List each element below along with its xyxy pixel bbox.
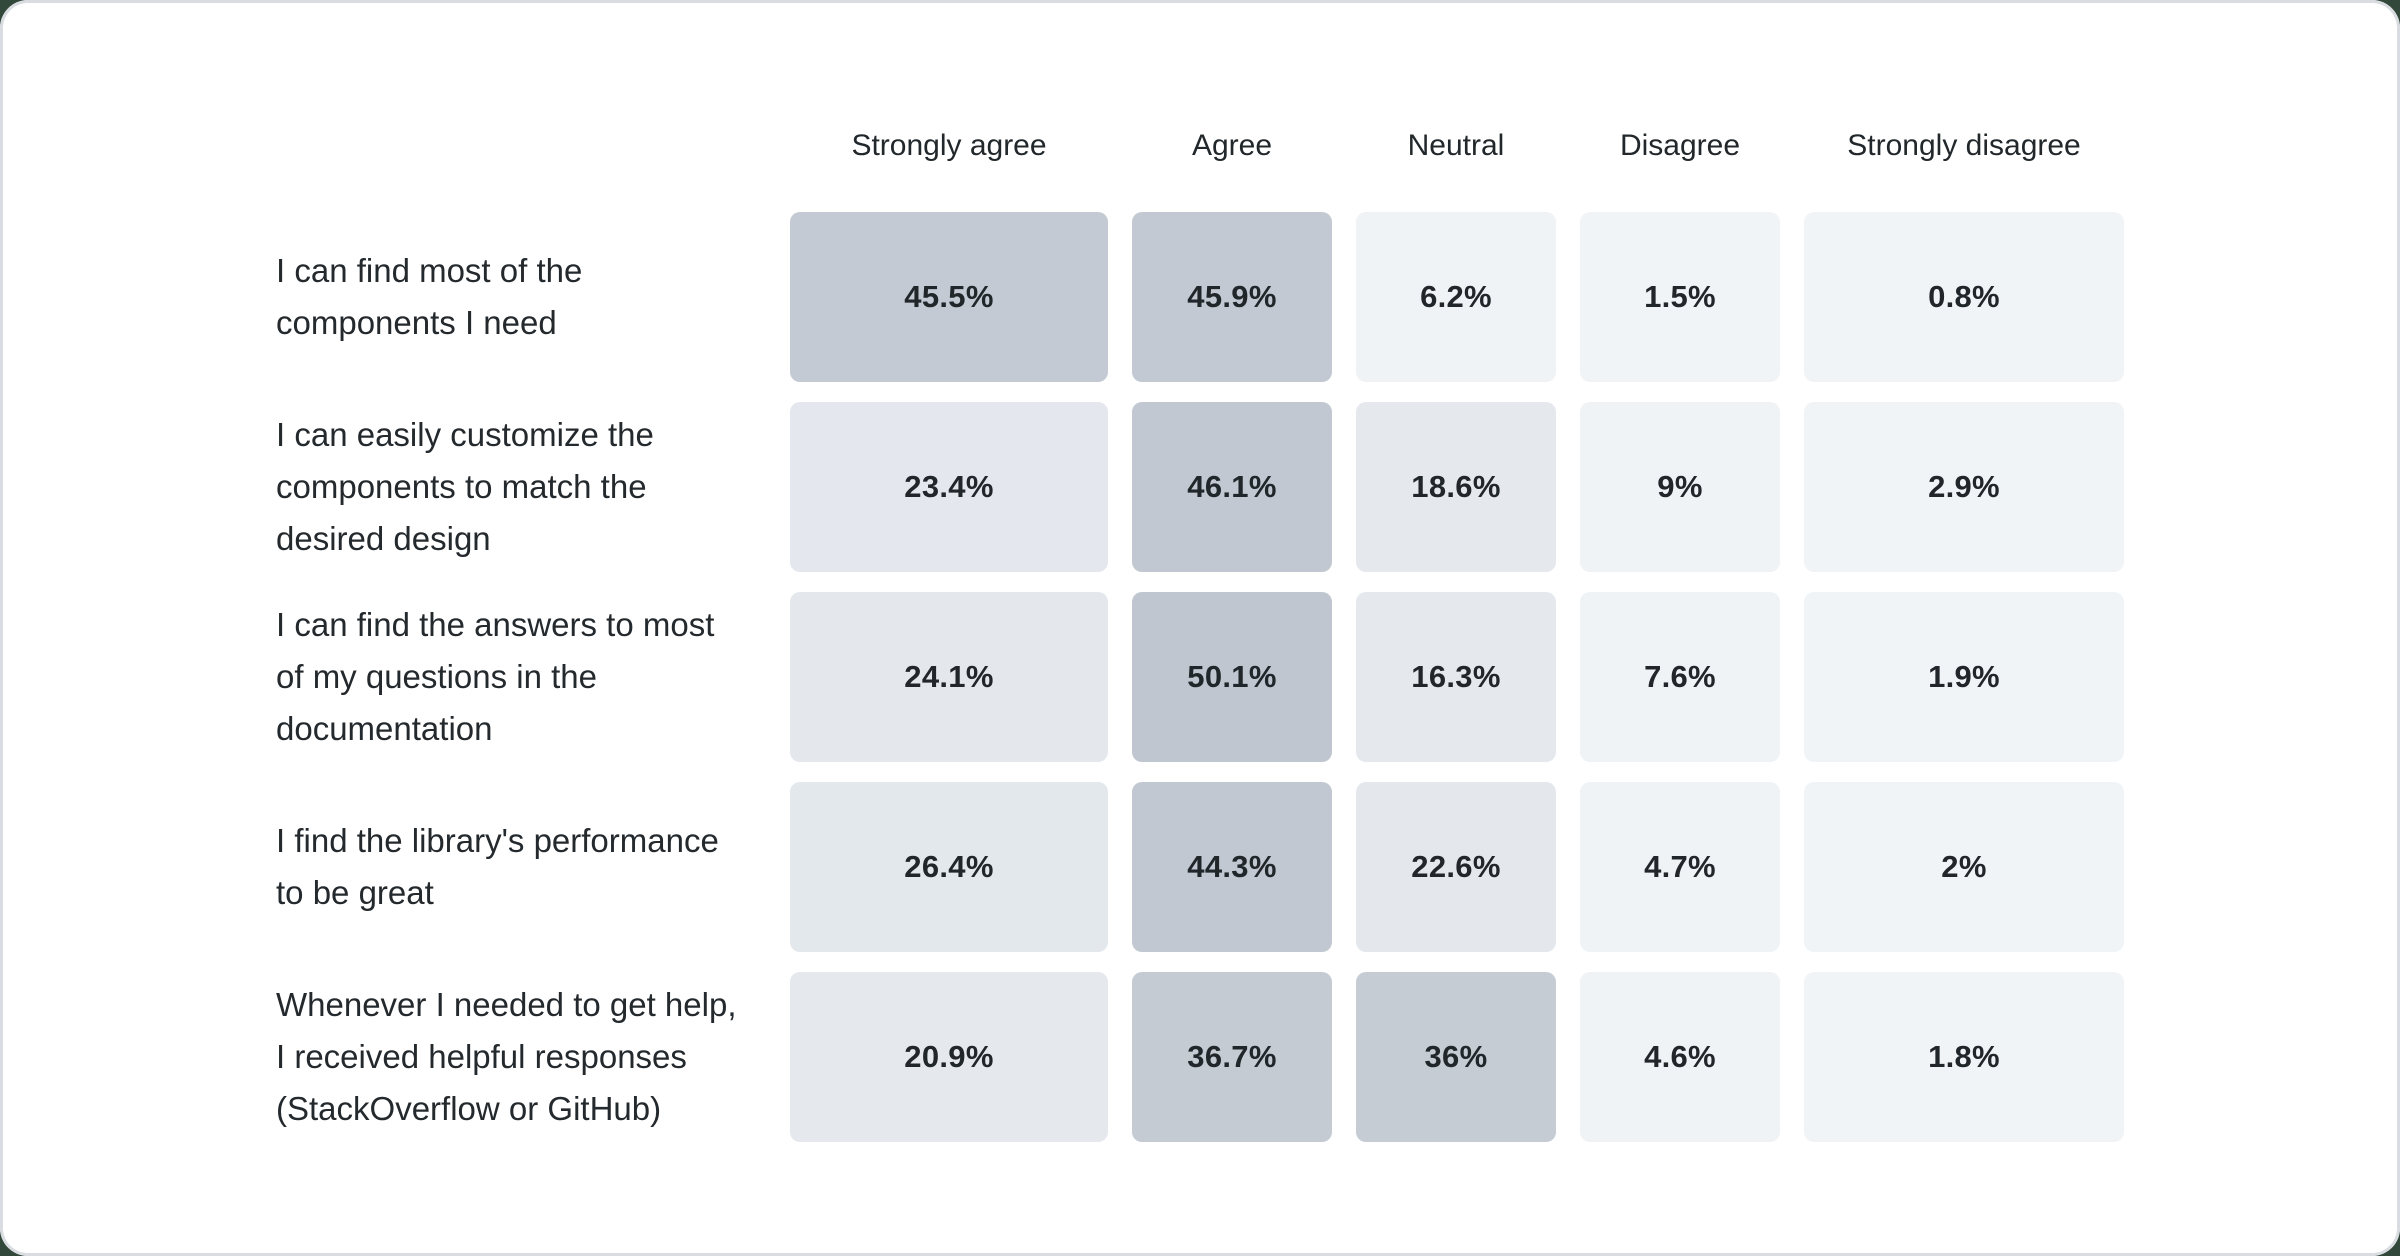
row-label-find-components: I can find most of the components I need — [276, 252, 583, 341]
heatmap-cell: 1.5% — [1580, 212, 1780, 382]
heatmap-cell: 9% — [1580, 402, 1780, 572]
survey-heatmap: Strongly agree Agree Neutral Disagree St… — [276, 100, 2124, 1142]
heatmap-cell: 36.7% — [1132, 972, 1332, 1142]
heatmap-cell: 20.9% — [790, 972, 1108, 1142]
heatmap-cell: 1.8% — [1804, 972, 2124, 1142]
heatmap-cell: 2% — [1804, 782, 2124, 952]
heatmap-cell: 45.5% — [790, 212, 1108, 382]
col-header-disagree: Disagree — [1619, 129, 1741, 162]
row-label-performance: I find the library's performance to be g… — [276, 822, 719, 911]
row-label-documentation-answers: I can find the answers to most of my que… — [276, 606, 715, 747]
heatmap-cell: 4.7% — [1580, 782, 1780, 952]
heatmap-cell: 22.6% — [1356, 782, 1556, 952]
col-header-strongly-disagree: Strongly disagree — [1847, 129, 2081, 162]
heatmap-cell: 1.9% — [1804, 592, 2124, 762]
col-header-agree: Agree — [1191, 129, 1273, 162]
heatmap-cell: 50.1% — [1132, 592, 1332, 762]
heatmap-cell: 7.6% — [1580, 592, 1780, 762]
header-corner-spacer — [276, 100, 766, 192]
heatmap-cell: 44.3% — [1132, 782, 1332, 952]
col-header-neutral: Neutral — [1407, 129, 1505, 162]
heatmap-cell: 0.8% — [1804, 212, 2124, 382]
heatmap-cell: 4.6% — [1580, 972, 1780, 1142]
heatmap-cell: 24.1% — [790, 592, 1108, 762]
heatmap-cell: 23.4% — [790, 402, 1108, 572]
row-label-helpful-responses: Whenever I needed to get help, I receive… — [276, 986, 737, 1127]
heatmap-cell: 45.9% — [1132, 212, 1332, 382]
heatmap-cell: 18.6% — [1356, 402, 1556, 572]
heatmap-cell: 26.4% — [790, 782, 1108, 952]
col-header-strongly-agree: Strongly agree — [851, 129, 1047, 162]
heatmap-cell: 46.1% — [1132, 402, 1332, 572]
row-label-customize-components: I can easily customize the components to… — [276, 416, 654, 557]
heatmap-cell: 6.2% — [1356, 212, 1556, 382]
heatmap-cell: 2.9% — [1804, 402, 2124, 572]
heatmap-cell: 36% — [1356, 972, 1556, 1142]
heatmap-cell: 16.3% — [1356, 592, 1556, 762]
